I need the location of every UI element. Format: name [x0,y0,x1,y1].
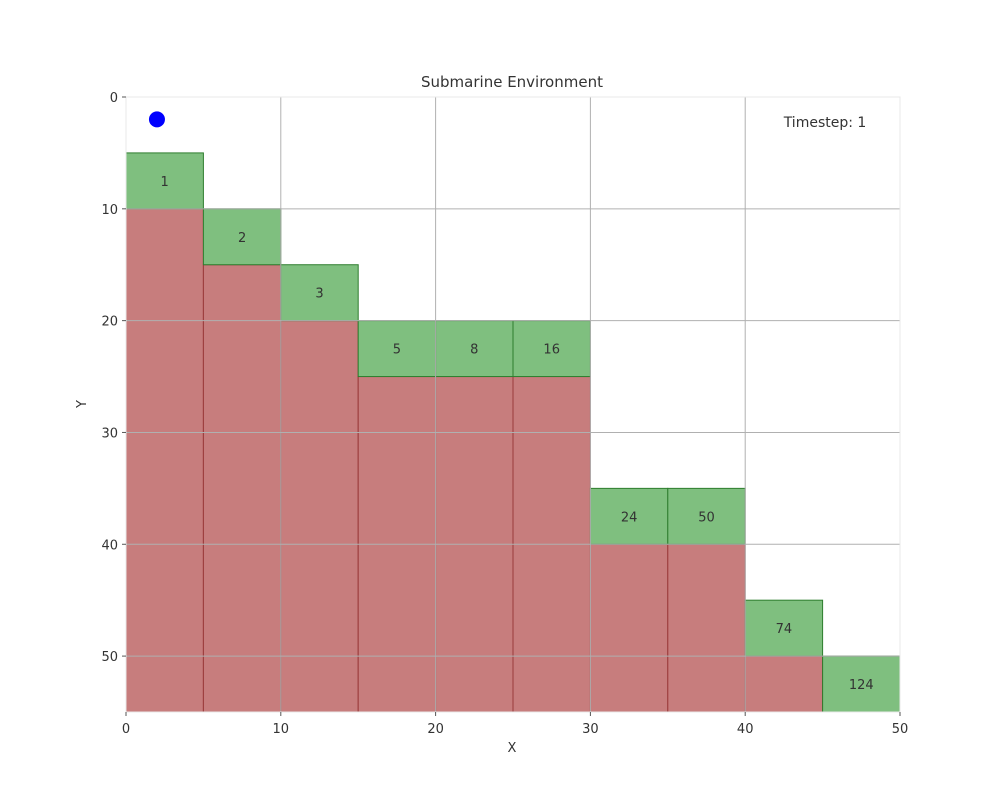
y-tick-label: 40 [101,538,118,553]
y-tick-label: 50 [101,650,118,665]
reward-value-label: 24 [621,510,638,525]
plot-title: Submarine Environment [421,73,603,91]
tick-layer: 0 10 20 30 40 50 0 10 20 30 40 50 [101,91,908,737]
axes-frame [125,96,901,713]
reward-block-5 [512,320,591,378]
seabed-block-7 [667,543,746,713]
x-tick-label: 30 [582,722,599,737]
x-tick-label: 50 [892,722,909,737]
reward-value-label: 50 [698,510,715,525]
submarine-marker [148,111,165,128]
seabed-block-2 [280,320,359,713]
agent-layer [148,111,165,128]
reward-value-label: 124 [849,678,874,693]
y-tick-label: 20 [101,315,118,330]
reward-value-label: 16 [543,343,560,358]
x-tick-label: 40 [737,722,754,737]
axes-border [125,96,901,713]
x-tick-label: 20 [427,722,444,737]
timestep-label: Timestep: 1 [783,115,867,131]
reward-value-label: 1 [161,175,169,190]
reward-value-label: 5 [393,343,401,358]
y-tick-label: 0 [110,91,118,106]
reward-value-label: 2 [238,231,246,246]
seabed-block-8 [744,655,824,713]
reward-value-label: 3 [315,287,323,302]
y-axis-label: Y [75,400,90,409]
reward-block-7 [667,487,746,545]
reward-block-4 [435,320,514,378]
seabed-block-6 [589,543,669,713]
reward-value-label: 74 [776,622,793,637]
seabed-block-1 [202,264,282,713]
reward-block-2 [280,264,359,322]
seabed-block-0 [125,208,204,713]
x-tick-label: 10 [273,722,290,737]
reward-block-0 [125,152,204,210]
y-tick-label: 10 [101,203,118,218]
x-axis-label: X [508,741,517,756]
reward-block-1 [202,208,282,266]
y-tick-label: 30 [101,426,118,441]
reward-block-6 [589,487,669,545]
reward-block-9 [822,655,901,713]
x-tick-label: 0 [122,722,130,737]
reward-value-label: 8 [470,343,478,358]
